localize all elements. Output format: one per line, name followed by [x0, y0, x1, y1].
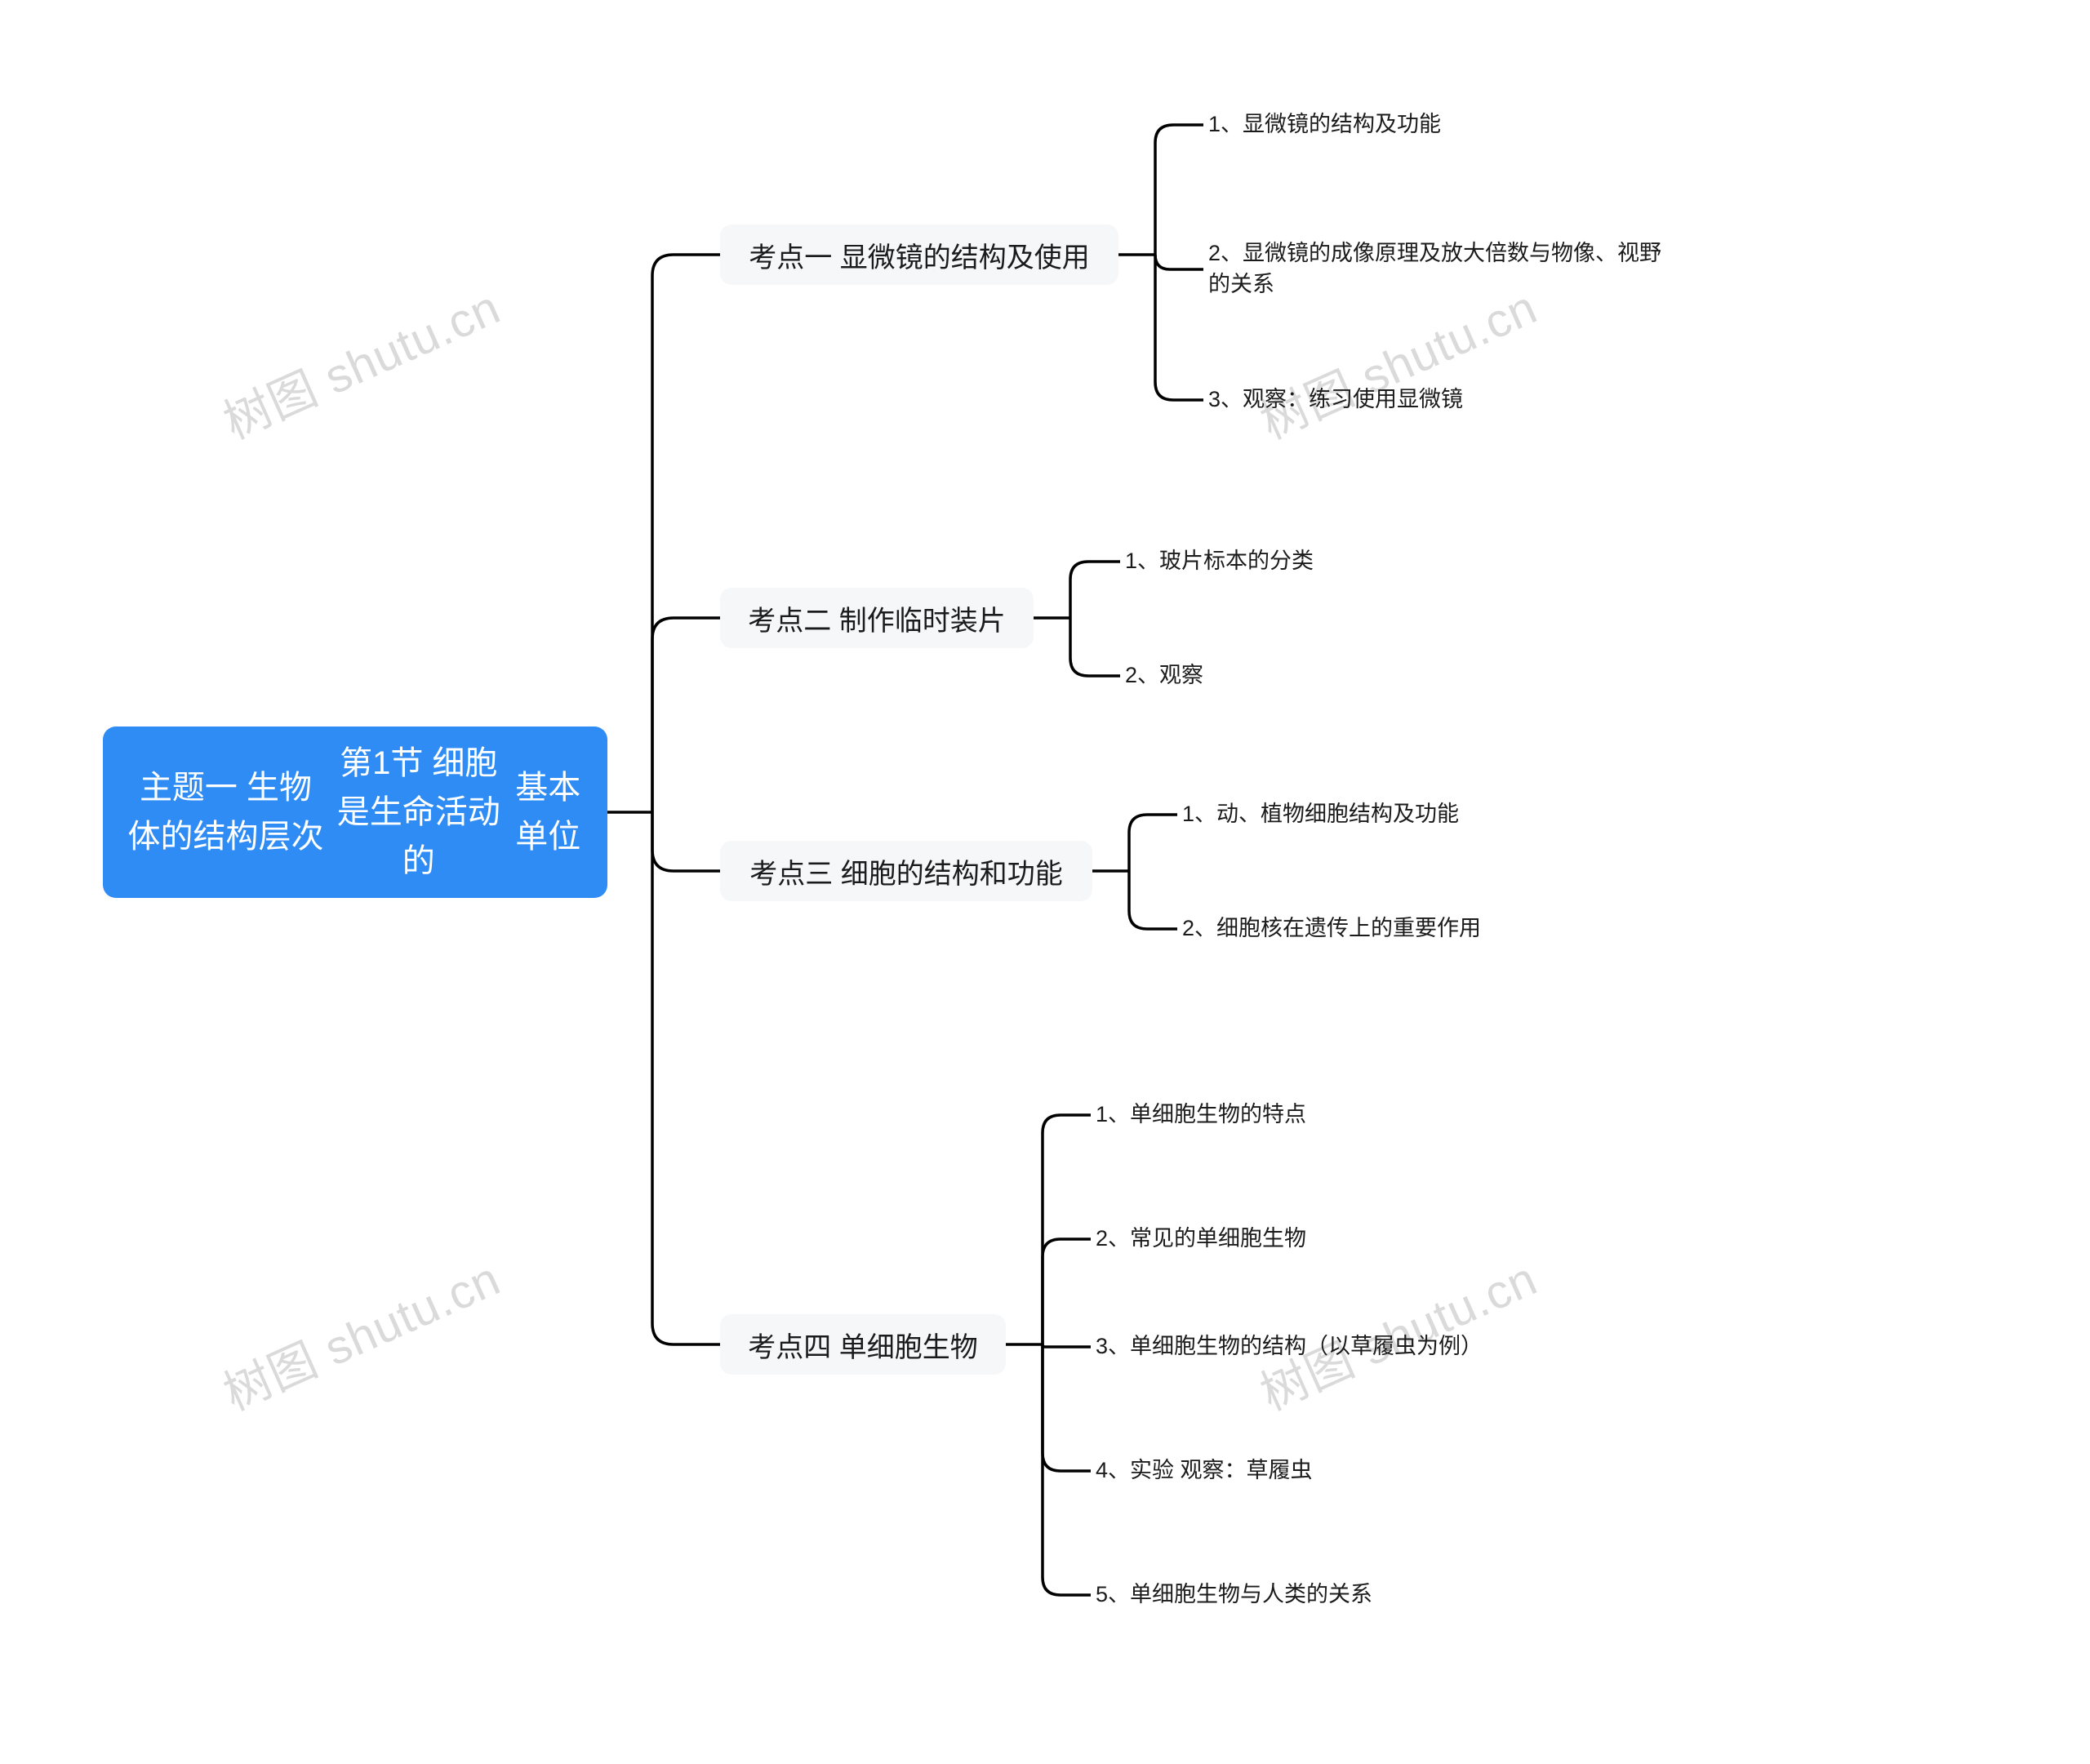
leaf-node[interactable]: 2、常见的单细胞生物	[1096, 1223, 1406, 1255]
mindmap-canvas: 树图 shutu.cn 树图 shutu.cn 树图 shutu.cn 树图 s…	[0, 0, 2090, 1764]
leaf-node[interactable]: 5、单细胞生物与人类的关系	[1096, 1579, 1455, 1611]
leaf-node[interactable]: 1、单细胞生物的特点	[1096, 1099, 1406, 1131]
connector	[652, 812, 720, 1344]
connector	[652, 255, 720, 812]
connector	[652, 812, 720, 871]
connector	[1043, 1239, 1091, 1344]
connector	[1043, 1344, 1091, 1595]
branch-node[interactable]: 考点三 细胞的结构和功能	[720, 841, 1092, 901]
leaf-node[interactable]: 1、显微镜的结构及功能	[1208, 109, 1551, 141]
leaf-node[interactable]: 1、动、植物细胞结构及功能	[1182, 798, 1525, 831]
branch-node[interactable]: 考点四 单细胞生物	[720, 1314, 1006, 1375]
leaf-node[interactable]: 4、实验 观察：草履虫	[1096, 1455, 1406, 1487]
branch-node[interactable]: 考点二 制作临时装片	[720, 588, 1034, 648]
branch-node[interactable]: 考点一 显微镜的结构及使用	[720, 224, 1118, 285]
connector	[1155, 255, 1203, 400]
connector	[1043, 1115, 1091, 1344]
watermark: 树图 shutu.cn	[211, 1241, 509, 1424]
leaf-node[interactable]: 2、显微镜的成像原理及放大倍数与物像、视野的关系	[1208, 237, 1665, 302]
leaf-node[interactable]: 2、观察	[1125, 660, 1288, 692]
connector	[1043, 1344, 1091, 1471]
leaf-node[interactable]: 3、观察：练习使用显微镜	[1208, 384, 1551, 416]
connector	[652, 618, 720, 812]
leaf-node[interactable]: 2、细胞核在遗传上的重要作用	[1182, 913, 1541, 945]
connector	[1129, 815, 1177, 871]
connector	[1043, 1344, 1091, 1347]
connector	[1155, 255, 1203, 269]
connector	[1070, 618, 1120, 676]
watermark: 树图 shutu.cn	[211, 269, 509, 452]
connector	[1129, 871, 1177, 929]
root-node[interactable]: 主题一 生物体的结构层次第1节 细胞是生命活动的基本单位	[103, 726, 607, 898]
leaf-node[interactable]: 3、单细胞生物的结构（以草履虫为例）	[1096, 1331, 1536, 1363]
leaf-node[interactable]: 1、玻片标本的分类	[1125, 545, 1403, 578]
connector	[1155, 125, 1203, 255]
connector	[1070, 562, 1120, 618]
